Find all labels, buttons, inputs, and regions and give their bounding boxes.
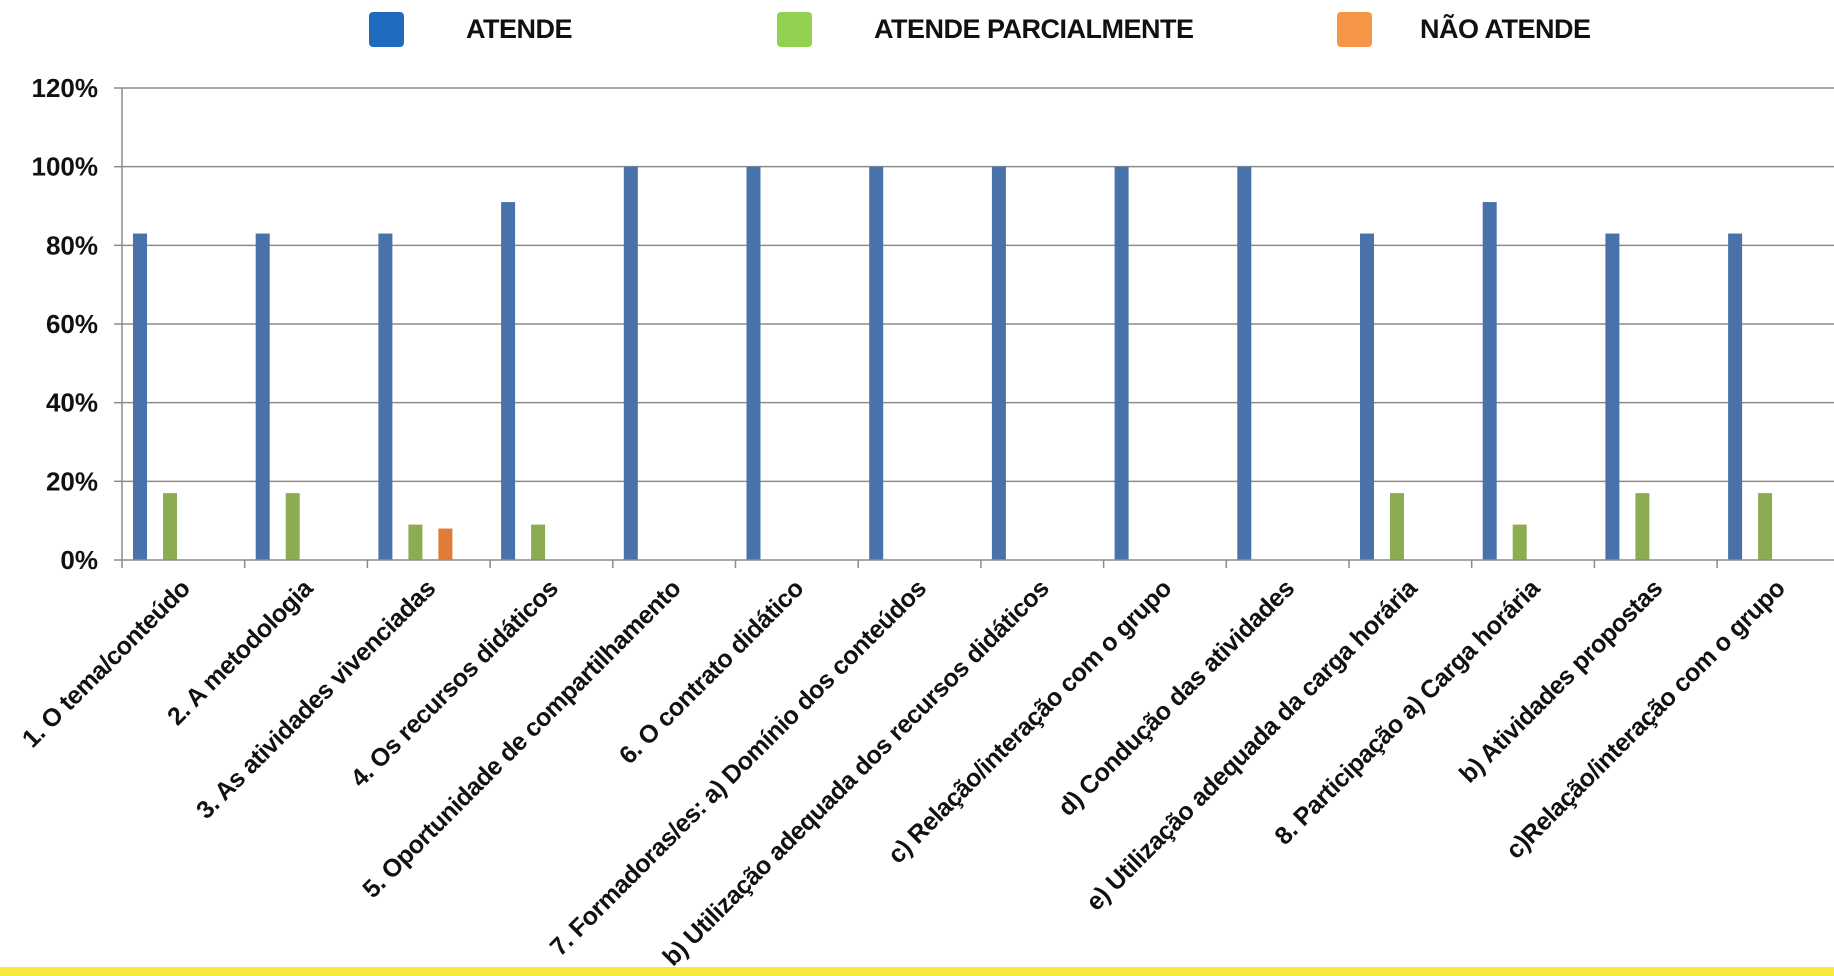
bottom-yellow-bar	[0, 967, 1834, 976]
y-tick-label: 20%	[46, 466, 98, 496]
y-tick-label: 60%	[46, 309, 98, 339]
gridlines	[114, 87, 1834, 561]
bar-atende-4	[501, 202, 516, 561]
bar-atende-10	[1237, 166, 1252, 560]
x-category-label: 8. Participação a) Carga horária	[1269, 573, 1546, 850]
bar-atende-parcialmente-1	[163, 493, 177, 560]
legend-label-atende-parcialmente: ATENDE PARCIALMENTE	[874, 14, 1194, 44]
y-axis-tick-labels: 0% 20% 40% 60% 80% 100% 120%	[32, 73, 99, 575]
x-category-label: c)Relação/interação com o grupo	[1501, 574, 1791, 864]
x-category-label: d) Condução das atividades	[1053, 574, 1300, 821]
bar-atende-1	[133, 233, 147, 561]
bar-atende-9	[1114, 166, 1129, 560]
bar-atende-2	[255, 233, 270, 561]
bar-atende-parcialmente-11	[1390, 493, 1404, 560]
legend-label-nao-atende: NÃO ATENDE	[1420, 13, 1591, 44]
bar-atende-3	[378, 233, 393, 561]
x-category-label: 1. O tema/conteúdo	[17, 574, 196, 753]
bar-atende-7	[869, 166, 884, 560]
legend-item-nao-atende: NÃO ATENDE	[1337, 12, 1591, 47]
legend-swatch-atende	[369, 12, 404, 47]
bar-atende-12	[1482, 202, 1497, 561]
y-tick-label: 100%	[32, 152, 99, 182]
y-tick-label: 120%	[32, 73, 99, 103]
legend-item-atende: ATENDE	[369, 12, 573, 47]
legend-swatch-nao-atende	[1337, 12, 1372, 47]
bar-atende-8	[991, 166, 1006, 560]
x-category-label: 4. Os recursos didáticos	[345, 574, 563, 792]
bar-atende-parcialmente-12	[1512, 524, 1527, 560]
bar-atende-6	[746, 166, 761, 560]
legend-swatch-atende-parcialmente	[777, 12, 812, 47]
bar-n-o-atende-3	[438, 528, 453, 560]
legend-label-atende: ATENDE	[466, 14, 572, 44]
chart-legend: ATENDE ATENDE PARCIALMENTE NÃO ATENDE	[369, 12, 1591, 47]
bar-atende-parcialmente-4	[531, 524, 546, 560]
legend-item-atende-parcialmente: ATENDE PARCIALMENTE	[777, 12, 1194, 47]
x-category-label: 3. As atividades vivenciadas	[191, 574, 441, 824]
y-tick-label: 40%	[46, 388, 98, 418]
y-tick-label: 0%	[60, 545, 98, 575]
axes	[121, 88, 1834, 568]
bars	[133, 166, 1773, 561]
y-tick-label: 80%	[46, 230, 98, 260]
bar-atende-14	[1728, 233, 1743, 561]
bar-atende-11	[1360, 233, 1374, 561]
bar-atende-parcialmente-2	[285, 493, 300, 560]
bar-atende-parcialmente-3	[408, 524, 423, 560]
bar-atende-13	[1605, 233, 1620, 561]
x-category-label: b) Atividades propostas	[1454, 574, 1668, 788]
bar-atende-parcialmente-13	[1635, 493, 1650, 560]
bar-atende-5	[623, 166, 638, 560]
bar-atende-parcialmente-14	[1758, 493, 1773, 560]
